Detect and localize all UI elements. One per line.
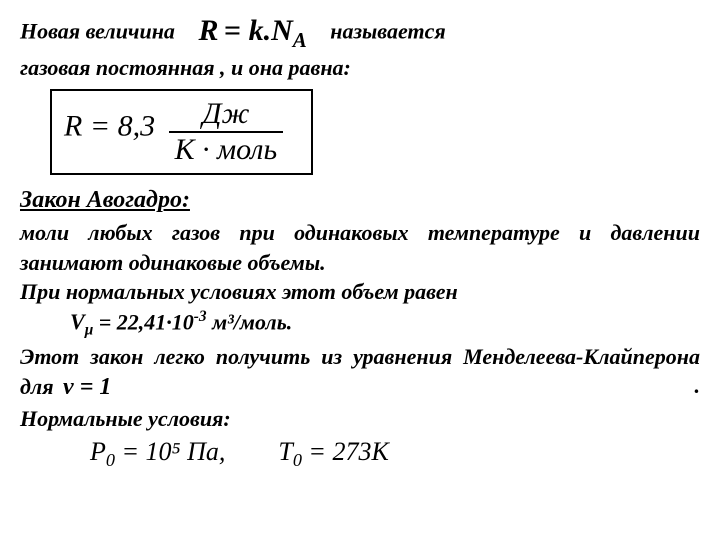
nu-equals-one: ν = 1 — [59, 374, 115, 400]
intro-part1: Новая величина — [20, 19, 175, 44]
avogadro-heading: Закон Авогадро: — [20, 187, 700, 214]
intro-line-2: газовая постоянная , и она равна: — [20, 55, 700, 81]
gas-constant-formula-box: R = 8,3 Дж К · моль — [50, 89, 313, 175]
body-p1: моли любых газов при одинаковых температ… — [20, 218, 700, 277]
t0-expression: T0 = 273К — [278, 437, 388, 466]
intro-line-1: Новая величина R = k.NA называется — [20, 14, 700, 53]
body-paragraphs: моли любых газов при одинаковых температ… — [20, 218, 700, 433]
intro-part2: называется — [330, 19, 445, 44]
p0-expression: P0 = 10⁵ Па, — [90, 437, 232, 466]
formula-R-kNA: R = k.NA — [180, 14, 324, 53]
normal-conditions: P0 = 10⁵ Па, T0 = 273К — [20, 437, 700, 471]
molar-volume-line: Vμ = 22,41·10-3 м³/моль. — [20, 307, 700, 342]
body-p3: Этот закон легко получить из уравнения М… — [20, 342, 700, 404]
body-p4: Нормальные условия: — [20, 404, 700, 434]
body-p2: При нормальных условиях этот объем равен — [20, 277, 700, 307]
formula-fraction: Дж К · моль — [169, 97, 284, 167]
formula-lhs: R = 8,3 — [64, 110, 163, 143]
